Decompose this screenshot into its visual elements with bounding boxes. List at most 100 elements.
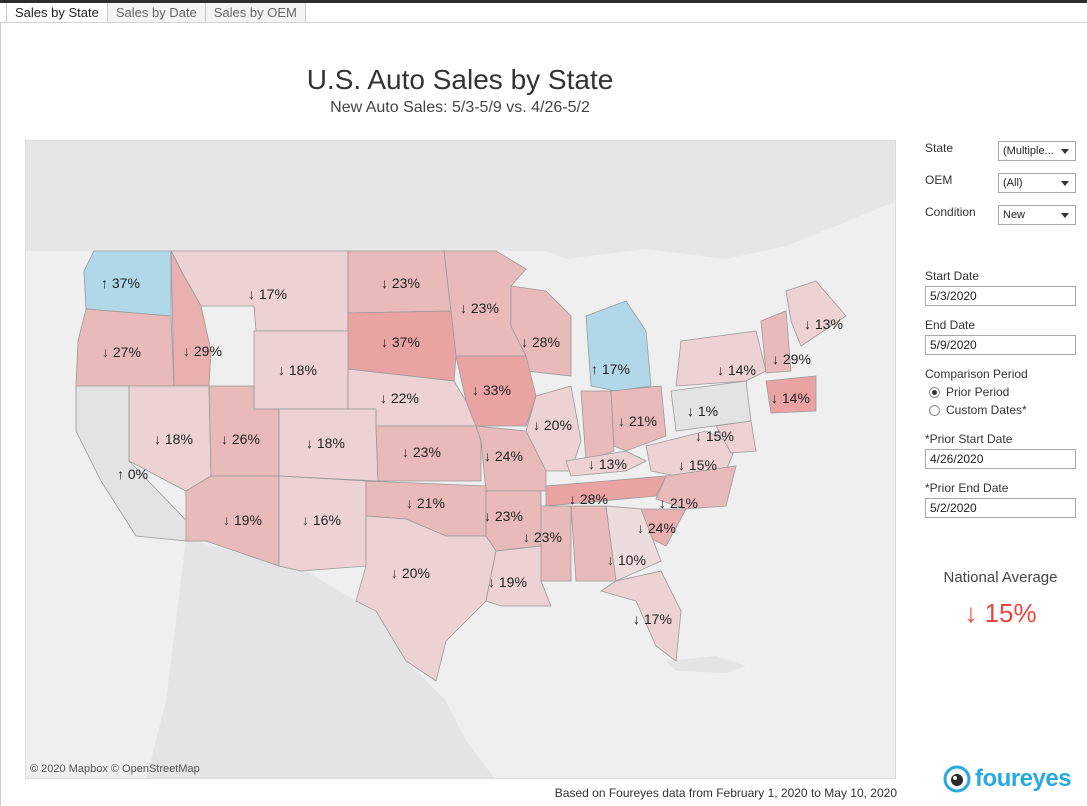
chevron-down-icon: [1061, 181, 1069, 186]
map-label-ar: ↓ 23%: [484, 508, 523, 524]
national-average-label: National Average: [943, 569, 1058, 586]
start-date-input[interactable]: 5/3/2020: [925, 286, 1076, 306]
state-NM: [278, 475, 367, 572]
state-WI: [510, 285, 572, 377]
state-LA: [485, 545, 552, 607]
prior-start-date-label: *Prior Start Date: [925, 432, 1013, 446]
map-label-va: ↓ 15%: [678, 457, 717, 473]
map-label-il: ↓ 20%: [533, 417, 572, 433]
tab-sales-by-date[interactable]: Sales by Date: [106, 3, 206, 23]
end-date-input[interactable]: 5/9/2020: [925, 335, 1076, 355]
map-label-oh: ↓ 21%: [618, 413, 657, 429]
tab-bar: Sales by State Sales by Date Sales by OE…: [6, 3, 306, 23]
state-TN: [545, 475, 667, 507]
map-label-wa: ↑ 37%: [101, 275, 140, 291]
condition-filter-label: Condition: [925, 205, 976, 219]
state-MA: [765, 375, 817, 414]
prior-period-radio[interactable]: Prior Period: [929, 385, 1009, 399]
top-bar: [0, 0, 1087, 3]
radio-unchecked-icon[interactable]: [929, 404, 940, 416]
map-label-mi: ↑ 17%: [591, 361, 630, 377]
radio-checked-icon[interactable]: [929, 386, 940, 398]
start-date-label: Start Date: [925, 269, 980, 283]
map-label-mo: ↓ 24%: [484, 448, 523, 464]
state-VT: [760, 310, 792, 374]
prior-end-date-input[interactable]: 5/2/2020: [925, 498, 1076, 518]
page-subtitle: New Auto Sales: 5/3-5/9 vs. 4/26-5/2: [330, 99, 590, 116]
map-label-nc: ↓ 21%: [659, 495, 698, 511]
map-label-az: ↓ 19%: [223, 512, 262, 528]
map-label-la: ↓ 19%: [488, 574, 527, 590]
prior-end-date-label: *Prior End Date: [925, 481, 1009, 495]
map-label-pa: ↓ 1%: [687, 403, 719, 419]
custom-dates-radio[interactable]: Custom Dates*: [929, 403, 1027, 417]
state-KY: [565, 450, 647, 477]
prior-period-label: Prior Period: [946, 385, 1010, 399]
map-label-mn: ↓ 23%: [460, 300, 499, 316]
oem-filter-label: OEM: [925, 173, 953, 187]
oem-filter-value: (All): [1003, 177, 1023, 189]
map-label-tn: ↓ 28%: [569, 491, 608, 507]
state-GA: [605, 505, 662, 582]
national-average-percent: 15%: [984, 598, 1037, 628]
map-label-fl: ↓ 17%: [633, 611, 672, 627]
map-label-mt: ↓ 17%: [248, 286, 287, 302]
map-label-nd: ↓ 23%: [381, 275, 420, 291]
map-label-wi: ↓ 28%: [521, 334, 560, 350]
map-label-ia: ↓ 33%: [472, 382, 511, 398]
custom-dates-label: Custom Dates*: [946, 403, 1027, 417]
state-shapes: [75, 250, 847, 682]
tab-sales-by-oem[interactable]: Sales by OEM: [204, 3, 306, 23]
map-label-ny: ↓ 14%: [717, 362, 756, 378]
state-filter-value: (Multiple...: [1003, 145, 1054, 157]
condition-filter-value: New: [1003, 209, 1026, 221]
map-attribution[interactable]: © 2020 Mapbox © OpenStreetMap: [30, 763, 200, 775]
map-label-or: ↓ 27%: [102, 344, 141, 360]
map-label-nv: ↓ 18%: [154, 431, 193, 447]
chevron-down-icon: [1061, 213, 1069, 218]
state-IA: [455, 355, 537, 427]
map-label-ne: ↓ 22%: [380, 390, 419, 406]
map-label-ms: ↓ 23%: [523, 529, 562, 545]
state-IN: [580, 390, 615, 462]
state-filter-label: State: [925, 141, 954, 155]
map-label-vt: ↓ 29%: [772, 351, 811, 367]
map-label-ks: ↓ 23%: [402, 444, 441, 460]
data-source-footnote: Based on Foureyes data from February 1, …: [554, 786, 897, 800]
state-KS: [375, 425, 482, 482]
prior-start-date-input[interactable]: 4/26/2020: [925, 449, 1076, 469]
map-label-ga: ↓ 10%: [607, 552, 646, 568]
oem-filter-dropdown[interactable]: (All): [998, 173, 1076, 193]
map-label-wy: ↓ 18%: [278, 362, 317, 378]
map-label-ky: ↓ 13%: [588, 456, 627, 472]
state-MI: [585, 300, 652, 392]
national-average-value: ↓ 15%: [925, 598, 1076, 629]
state-OH: [610, 385, 667, 452]
us-state-map[interactable]: ↑ 37% ↓ 17% ↓ 23% ↓ 23% ↓ 13% ↓ 27% ↓ 29…: [25, 140, 896, 779]
state-filter-dropdown[interactable]: (Multiple...: [998, 141, 1076, 161]
map-label-ma: ↓ 14%: [771, 390, 810, 406]
state-TX: [355, 515, 497, 682]
chevron-down-icon: [1061, 149, 1069, 154]
tab-sales-by-state[interactable]: Sales by State: [6, 3, 108, 23]
map-label-id: ↓ 29%: [183, 343, 222, 359]
map-label-me: ↓ 13%: [804, 316, 843, 332]
foureyes-logo[interactable]: foureyes: [943, 765, 1072, 793]
state-NC: [655, 465, 737, 510]
map-canvas: [26, 141, 895, 778]
eye-logo-icon: [943, 765, 971, 793]
map-label-ut: ↓ 26%: [221, 431, 260, 447]
state-FL: [600, 570, 682, 662]
map-label-md: ↓ 15%: [695, 428, 734, 444]
state-NY: [675, 330, 767, 387]
condition-filter-dropdown[interactable]: New: [998, 205, 1076, 225]
state-MD: [715, 420, 757, 454]
state-ME: [785, 280, 847, 347]
left-border: [0, 22, 1, 806]
map-label-co: ↓ 18%: [306, 435, 345, 451]
map-label-sc: ↓ 24%: [637, 520, 676, 536]
arrow-down-icon: ↓: [964, 598, 978, 628]
logo-text: foureyes: [975, 765, 1072, 792]
map-label-nm: ↓ 16%: [302, 512, 341, 528]
map-label-ca: ↑ 0%: [117, 466, 149, 482]
